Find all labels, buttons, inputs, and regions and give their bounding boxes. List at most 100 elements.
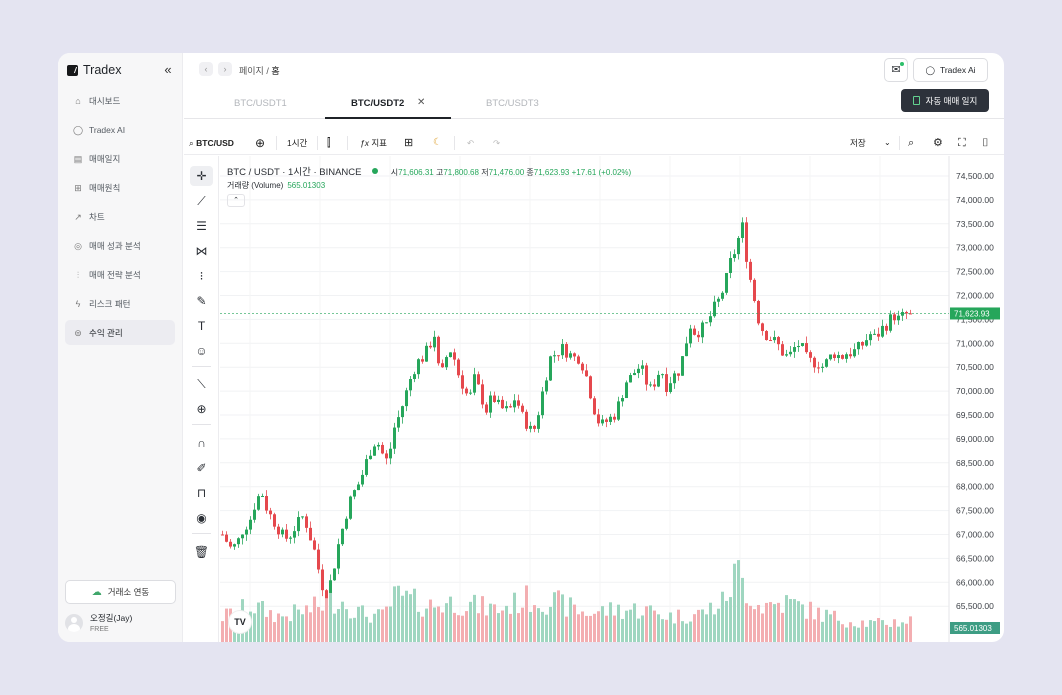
wallet-icon: ⊜ (74, 327, 82, 338)
candlestick-chart-svg[interactable]: 74,500.00 74,000.00 73,500.00 73,000.00 72,5… (220, 156, 1004, 642)
toolbar-divider (454, 136, 455, 150)
candle-body (425, 345, 428, 362)
prediction-icon[interactable]: ⁝ (199, 269, 204, 283)
volume-bar (801, 604, 804, 642)
candle-body (797, 345, 800, 348)
y-tick-label: 72,000.00 (956, 291, 994, 301)
save-button[interactable]: 저장 (850, 138, 866, 148)
collapse-sidebar-icon[interactable]: « (164, 62, 172, 77)
settings-gear-icon[interactable]: ⚙ (933, 137, 943, 149)
sidebar-item-profit[interactable]: ⊜ 수익 관리 (65, 320, 175, 345)
candle-body (469, 392, 472, 394)
magnet-icon[interactable]: ∩ (197, 436, 206, 450)
layout-grid-icon[interactable]: ⊞ (404, 137, 414, 149)
volume-bar (389, 606, 392, 642)
strategy-icon: ⫶ (76, 269, 80, 280)
brush-icon[interactable]: ✎ (196, 294, 207, 308)
candle-type-icon[interactable]: ⫿ (327, 137, 331, 149)
trendline-icon[interactable]: ⟋ (197, 194, 206, 208)
lock-drawing-icon[interactable]: ✐ (196, 461, 207, 475)
volume-bar (685, 623, 688, 642)
volume-bar (257, 602, 260, 642)
tradingview-logo-icon[interactable]: TV (228, 610, 252, 634)
tab-btc-usdt3[interactable]: BTC/USDT3 (486, 98, 539, 109)
forward-chevron-icon[interactable]: › (218, 62, 232, 76)
volume-bar (749, 605, 752, 642)
volume-bar (629, 609, 632, 642)
candle-body (289, 537, 292, 539)
add-symbol-icon[interactable]: ⊕ (255, 136, 266, 150)
candle-body (741, 222, 744, 238)
candle-body (573, 353, 576, 357)
auto-journal-button[interactable]: 자동 매매 일지 (901, 89, 989, 112)
sidebar-item-performance[interactable]: ◎ 매매 성과 분석 (65, 233, 175, 258)
volume-bar (709, 602, 712, 642)
volume-bar (301, 614, 304, 642)
candle-body (533, 425, 536, 429)
sidebar-item-journal[interactable]: ▤ 매매일지 (65, 146, 175, 171)
indicators-button[interactable]: ƒx 지표 (360, 131, 387, 155)
change-value: +17.61 (+0.02%) (571, 168, 632, 177)
text-tool-icon[interactable]: T (197, 319, 206, 333)
volume-bar (869, 620, 872, 642)
user-profile[interactable]: 오정길(Jay) FREE (65, 612, 132, 633)
volume-bar (325, 598, 328, 642)
volume-bar (489, 603, 492, 642)
candle-body (361, 474, 364, 485)
notification-dot (900, 62, 904, 66)
candle-body (697, 334, 700, 338)
candle-body (305, 516, 308, 528)
volume-bar (589, 615, 592, 642)
price-chart[interactable]: 74,500.00 74,000.00 73,500.00 73,000.00 72,5… (220, 156, 1004, 642)
candle-body (381, 444, 384, 454)
tradex-ai-button[interactable]: ◯ Tradex Ai (913, 58, 988, 82)
screenshot-camera-icon[interactable]: ⌷ (982, 137, 989, 149)
candle-body (733, 254, 736, 259)
sidebar-item-strategy[interactable]: ⫶ 매매 전략 분석 (65, 262, 175, 287)
quick-search-icon[interactable]: ⌕ (908, 137, 915, 149)
sidebar-item-tradex-ai[interactable]: ◯ Tradex AI (65, 117, 175, 142)
back-chevron-icon[interactable]: ‹ (199, 62, 213, 76)
inbox-button[interactable]: ✉ (884, 58, 908, 82)
candle-body (905, 311, 908, 314)
undo-icon[interactable]: ↶ (467, 138, 475, 148)
fullscreen-icon[interactable]: ⛶ (958, 137, 966, 149)
sidebar-item-risk[interactable]: ϟ 리스크 패턴 (65, 291, 175, 316)
interval-button[interactable]: 1시간 (287, 138, 308, 148)
low-value: 71,476.00 (488, 168, 525, 177)
volume-bar (673, 623, 676, 642)
tab-btc-usdt1[interactable]: BTC/USDT1 (234, 98, 287, 109)
candle-body (537, 415, 540, 429)
sidebar-item-rules[interactable]: ⊞ 매매원칙 (65, 175, 175, 200)
sidebar-item-label: 매매 성과 분석 (89, 240, 141, 251)
exchange-connect-button[interactable]: ☁ 거래소 연동 (65, 580, 176, 604)
brand[interactable]: Tradex (67, 62, 121, 78)
unlock-icon[interactable]: ⊓ (196, 486, 207, 500)
emoji-icon[interactable]: ☺ (195, 344, 208, 358)
volume-bar (753, 609, 756, 642)
theme-moon-icon[interactable]: ☾ (433, 137, 442, 148)
close-tab-icon[interactable]: ✕ (417, 97, 426, 108)
fib-lines-icon[interactable]: ☰ (196, 219, 207, 233)
auto-journal-label: 자동 매매 일지 (925, 95, 978, 106)
crosshair-icon[interactable]: ✛ (190, 166, 213, 186)
sidebar-item-dashboard[interactable]: ⌂ 대시보드 (65, 88, 175, 113)
breadcrumb-parent[interactable]: 페이지 / (239, 66, 269, 76)
trash-icon[interactable]: 🗑 (193, 545, 210, 559)
symbol-search[interactable]: ⌕ BTC/USD (189, 131, 234, 155)
volume-bar (761, 613, 764, 642)
volume-bar (297, 609, 300, 642)
eye-icon[interactable]: ◉ (196, 511, 207, 525)
sidebar-item-chart[interactable]: ↗ 차트 (65, 204, 175, 229)
volume-bar (641, 615, 644, 642)
ruler-icon[interactable]: ⟍ (197, 377, 206, 391)
tab-btc-usdt2[interactable]: BTC/USDT2 (351, 98, 405, 109)
y-tick-label: 74,000.00 (956, 195, 994, 205)
sidebar-item-label: 리스크 패턴 (89, 298, 131, 309)
legend-collapse-chevron-icon[interactable]: ⌃ (227, 194, 245, 207)
save-dropdown-chevron-icon[interactable]: ⌄ (884, 138, 891, 147)
redo-icon[interactable]: ↷ (493, 138, 501, 148)
sidebar-item-label: 대시보드 (89, 95, 121, 106)
zoom-in-icon[interactable]: ⊕ (196, 402, 207, 416)
pattern-icon[interactable]: ⋈ (195, 244, 208, 258)
